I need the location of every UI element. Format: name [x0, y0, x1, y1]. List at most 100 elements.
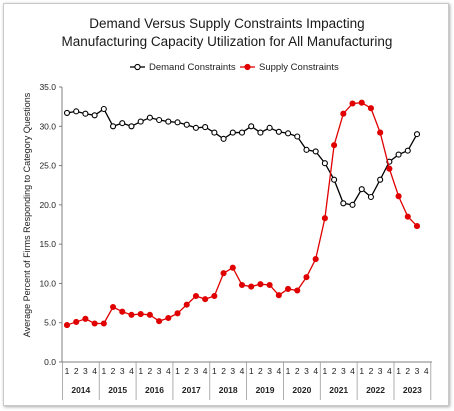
demand-data-point: [211, 129, 218, 136]
x-tick-label-quarter: 4: [276, 366, 281, 376]
supply-data-point: [229, 264, 236, 271]
supply-data-point: [156, 318, 163, 325]
y-axis-label: Average Percent of Firms Responding to C…: [22, 92, 32, 337]
demand-data-point: [202, 124, 209, 131]
supply-data-point: [146, 311, 153, 318]
x-tick-label-year: 2015: [108, 385, 127, 395]
supply-data-point: [340, 110, 347, 117]
x-tick-label-quarter: 3: [267, 366, 272, 376]
x-tick-label-quarter: 2: [74, 366, 79, 376]
supply-data-point: [248, 283, 255, 290]
demand-data-point: [146, 114, 153, 121]
x-tick-label-year: 2023: [403, 385, 422, 395]
x-tick-label-quarter: 4: [92, 366, 97, 376]
supply-data-point: [165, 314, 172, 322]
demand-data-point: [331, 176, 338, 183]
legend-supply-label: Supply Constraints: [259, 62, 339, 73]
y-tick-label: 0.0: [44, 357, 56, 367]
x-tick-label-quarter: 2: [148, 366, 153, 376]
y-tick-label: 25.0: [39, 161, 56, 171]
demand-data-point: [266, 124, 273, 131]
supply-data-point: [404, 213, 411, 220]
supply-data-point: [312, 256, 319, 263]
x-tick-label-quarter: 1: [101, 366, 106, 376]
supply-data-point: [285, 285, 292, 292]
x-tick-label-quarter: 3: [415, 366, 420, 376]
x-tick-label-year: 2016: [145, 385, 164, 395]
supply-data-point: [358, 99, 365, 106]
demand-data-point: [156, 116, 163, 124]
x-tick-label-quarter: 4: [129, 366, 134, 376]
supply-data-point: [174, 310, 181, 317]
demand-data-point: [82, 110, 89, 117]
y-tick-label: 5.0: [44, 318, 56, 328]
demand-data-point: [100, 105, 107, 113]
demand-data-point: [312, 148, 319, 155]
demand-data-point: [110, 123, 117, 130]
x-tick-label-quarter: 3: [341, 366, 346, 376]
demand-data-point: [349, 201, 356, 208]
x-tick-label-quarter: 2: [184, 366, 189, 376]
x-tick-label-quarter: 2: [295, 366, 300, 376]
supply-data-point: [220, 270, 227, 277]
demand-data-point: [63, 109, 71, 116]
supply-data-point: [331, 142, 338, 149]
legend: Demand Constraints Supply Constraints: [130, 62, 339, 73]
x-tick-label-year: 2021: [329, 385, 348, 395]
legend-demand-label: Demand Constraints: [149, 62, 236, 73]
demand-data-point: [183, 121, 190, 128]
legend-supply-marker: [244, 63, 251, 71]
demand-data-point: [367, 193, 374, 201]
supply-data-point: [110, 303, 117, 311]
x-tick-label-quarter: 4: [240, 366, 245, 376]
demand-data-point: [377, 176, 384, 183]
x-tick-label-quarter: 2: [405, 366, 410, 376]
demand-data-point: [275, 128, 282, 135]
x-tick-label-quarter: 3: [378, 366, 383, 376]
supply-data-point: [275, 292, 282, 299]
x-tick-label-year: 2014: [71, 385, 90, 395]
x-tick-label-quarter: 3: [304, 366, 309, 376]
demand-data-point: [257, 129, 264, 136]
x-tick-label-quarter: 1: [359, 366, 364, 376]
x-tick-label-quarter: 2: [111, 366, 116, 376]
demand-data-point: [248, 123, 255, 130]
demand-data-point: [303, 146, 310, 153]
x-tick-label-quarter: 1: [212, 366, 217, 376]
demand-data-point: [413, 131, 421, 138]
supply-data-point: [367, 105, 374, 112]
x-tick-label-quarter: 1: [396, 366, 401, 376]
x-tick-label-quarter: 4: [387, 366, 392, 376]
supply-data-point: [119, 308, 126, 315]
x-tick-label-quarter: 4: [424, 366, 429, 376]
x-tick-label-quarter: 1: [175, 366, 180, 376]
demand-data-point: [358, 186, 365, 193]
supply-data-point: [137, 311, 144, 318]
supply-data-point: [63, 322, 71, 329]
x-tick-label-quarter: 3: [83, 366, 88, 376]
supply-data-point: [73, 318, 80, 325]
x-tick-label-quarter: 2: [258, 366, 263, 376]
supply-data-point: [238, 281, 246, 289]
y-tick-label: 35.0: [39, 82, 56, 92]
demand-data-point: [73, 108, 80, 115]
x-tick-label-quarter: 3: [230, 366, 235, 376]
demand-data-point: [404, 147, 411, 154]
demand-data-point: [119, 120, 126, 127]
supply-data-point: [91, 320, 98, 327]
supply-data-point: [211, 292, 218, 300]
supply-data-point: [82, 315, 89, 322]
chart-frame: [3, 3, 449, 406]
x-tick-label-year: 2018: [219, 385, 238, 395]
supply-data-point: [413, 223, 421, 230]
y-tick-label: 10.0: [39, 278, 56, 288]
x-tick-label-year: 2022: [366, 385, 385, 395]
x-tick-label-quarter: 4: [166, 366, 171, 376]
x-tick-label-quarter: 3: [194, 366, 199, 376]
supply-constraints-line: [66, 102, 418, 326]
x-tick-label-quarter: 3: [120, 366, 125, 376]
demand-data-point: [285, 130, 292, 137]
supply-data-point: [257, 281, 264, 288]
legend-demand-marker: [134, 63, 141, 71]
